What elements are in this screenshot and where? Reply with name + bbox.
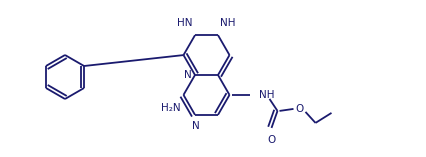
Text: HN: HN: [178, 18, 193, 28]
Text: N: N: [192, 121, 200, 131]
Text: H₂N: H₂N: [161, 103, 181, 113]
Text: N: N: [184, 70, 192, 80]
Text: NH: NH: [259, 90, 275, 100]
Text: NH: NH: [220, 18, 236, 28]
Text: O: O: [295, 104, 304, 114]
Text: O: O: [268, 135, 276, 145]
